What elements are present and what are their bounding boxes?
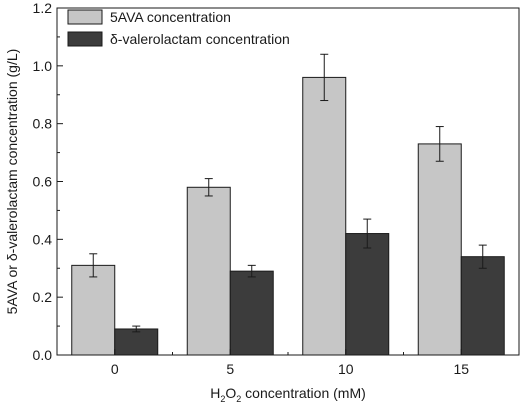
legend-swatch-5ava bbox=[67, 9, 103, 25]
bar-5ava bbox=[186, 186, 231, 356]
bar-5ava bbox=[417, 143, 462, 356]
x-tick-label: 0 bbox=[111, 361, 119, 377]
x-tick-label: 10 bbox=[338, 361, 354, 377]
plot-frame bbox=[56, 7, 520, 356]
y-tick-label: 1.0 bbox=[33, 58, 53, 74]
x-tick-label: 15 bbox=[453, 361, 469, 377]
bar-valerolactam bbox=[460, 256, 505, 356]
y-tick-label: 0.6 bbox=[33, 174, 53, 190]
error-bars-layer bbox=[89, 53, 487, 333]
x-tick-label: 5 bbox=[226, 361, 234, 377]
bar-valerolactam bbox=[229, 270, 274, 356]
x-axis-title: H2O2 concentration (mM) bbox=[210, 385, 366, 404]
y-axis: 0.0 0.2 0.4 0.6 0.8 1.0 1.2 bbox=[33, 0, 63, 363]
x-axis: 0 5 10 15 bbox=[111, 349, 469, 377]
y-tick-label: 1.2 bbox=[33, 0, 53, 16]
bar-5ava bbox=[71, 264, 116, 356]
legend-swatch-valerolactam bbox=[67, 31, 103, 47]
legend-label-valerolactam: δ-valerolactam concentration bbox=[110, 31, 290, 47]
bar-valerolactam bbox=[345, 233, 390, 356]
bar-valerolactam bbox=[114, 328, 159, 356]
y-axis-title: 5AVA or δ-valerolactam concentration (g/… bbox=[4, 49, 20, 315]
y-tick-label: 0.2 bbox=[33, 289, 53, 305]
legend-label-5ava: 5AVA concentration bbox=[110, 9, 231, 25]
bar-5ava bbox=[302, 76, 347, 356]
y-tick-label: 0.0 bbox=[33, 347, 53, 363]
legend: 5AVA concentration δ-valerolactam concen… bbox=[67, 9, 290, 47]
y-tick-label: 0.8 bbox=[33, 116, 53, 132]
y-tick-label: 0.4 bbox=[33, 231, 53, 247]
bars-layer bbox=[71, 76, 505, 356]
